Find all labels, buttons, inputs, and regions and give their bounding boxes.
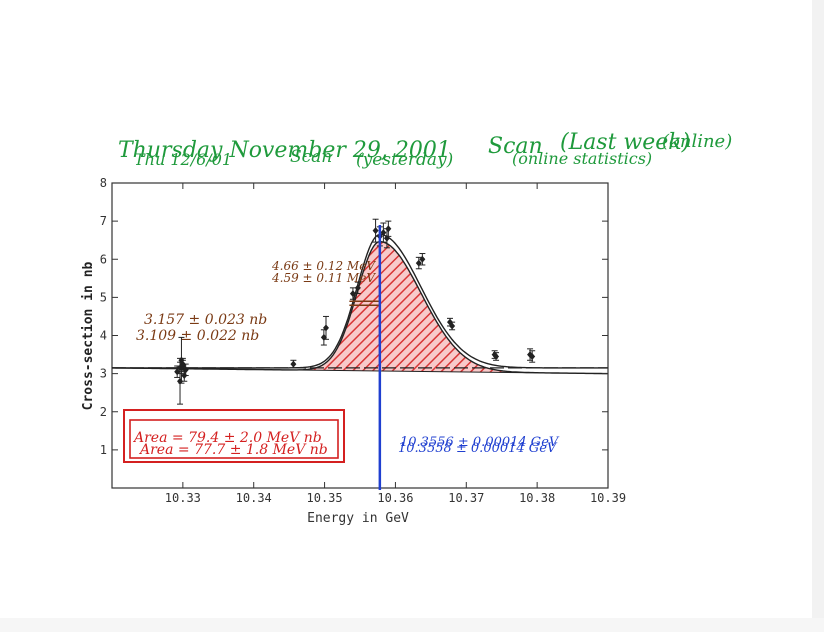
point-marker	[493, 352, 500, 360]
data-point	[380, 222, 387, 243]
data-point	[385, 220, 392, 237]
point-marker	[449, 322, 456, 330]
axes: 1 2 3 4 5 6 7 8 10.33 10.34 10.35 10.36 10.37 10.38 10…	[100, 176, 626, 505]
point-marker	[372, 227, 379, 235]
data-point	[290, 359, 297, 369]
plot-area	[111, 218, 609, 490]
area-value-1: Area = 79.4 ± 2.0 MeV nb	[132, 430, 322, 446]
width-value-1: 4.66 ± 0.12 MeV	[271, 259, 376, 273]
y-tick-label: 1	[100, 443, 107, 457]
header-date-2: Thu 12/6/01	[134, 150, 232, 169]
header-last-week: (Last week)	[560, 130, 690, 155]
point-marker	[419, 255, 426, 263]
y-tick-label: 4	[100, 329, 107, 343]
x-tick-label: 10.39	[590, 491, 626, 505]
header-date-1: Thursday November 29, 2001	[118, 138, 451, 163]
green-header: Thursday November 29, 2001 Scan (Last we…	[118, 130, 732, 170]
y-tick-label: 7	[100, 214, 107, 228]
data-point	[372, 218, 379, 243]
point-marker	[181, 372, 188, 380]
y-tick-label: 2	[100, 405, 107, 419]
peak-energy-2: 10.3558 ± 0.00014 GeV	[398, 441, 558, 456]
header-scan-1: Scan	[488, 134, 543, 159]
width-value-2: 4.59 ± 0.11 MeV	[271, 271, 376, 285]
point-marker	[380, 229, 387, 237]
header-online-stats: (online statistics)	[512, 149, 652, 168]
peak-energy-1: 10.3556 ± 0.00014 GeV	[400, 435, 560, 450]
x-tick-label: 10.34	[236, 491, 272, 505]
point-marker	[177, 377, 184, 385]
point-marker	[349, 290, 356, 298]
data-point	[320, 329, 327, 346]
data-point	[529, 350, 536, 363]
fit-curve-2	[112, 240, 608, 375]
y-axis-title: Cross-section in nb	[81, 261, 96, 410]
x-tick-label: 10.33	[165, 491, 201, 505]
point-marker	[322, 324, 329, 332]
y-tick-label: 8	[100, 176, 107, 190]
y-tick-label: 6	[100, 252, 107, 266]
brown-annotations: 3.157 ± 0.023 nb 3.109 ± 0.022 nb 4.66 ±…	[136, 259, 376, 344]
page-edge	[812, 0, 824, 632]
baseline-value-2: 3.109 ± 0.022 nb	[136, 328, 259, 344]
signal-area-hatch	[282, 241, 603, 374]
y-tick-label: 5	[100, 290, 107, 304]
header-scan-2: Scan	[290, 147, 332, 167]
data-point	[419, 253, 426, 266]
y-tick-label: 3	[100, 367, 107, 381]
area-box: Area = 79.4 ± 2.0 MeV nb Area = 77.7 ± 1…	[123, 409, 345, 463]
point-marker	[385, 225, 392, 233]
peak-energy-labels: 10.3556 ± 0.00014 GeV 10.3558 ± 0.00014 …	[398, 435, 560, 456]
area-box-inner	[129, 419, 339, 459]
x-tick-label: 10.36	[377, 491, 413, 505]
x-tick-label: 10.35	[307, 491, 343, 505]
page-bottom-edge	[0, 618, 824, 632]
data-point	[179, 359, 186, 373]
header-yesterday: (yesterday)	[356, 150, 453, 170]
data-point	[349, 287, 356, 300]
data-point	[354, 281, 361, 295]
header-online: (online)	[662, 131, 732, 152]
x-tick-label: 10.37	[448, 491, 484, 505]
point-marker	[354, 284, 361, 292]
point-marker	[290, 360, 297, 368]
area-value-2: Area = 77.7 ± 1.8 MeV nb	[138, 442, 328, 458]
x-tick-label: 10.38	[519, 491, 555, 505]
point-marker	[179, 362, 186, 370]
baseline-value-1: 3.157 ± 0.023 nb	[144, 312, 267, 328]
point-marker	[529, 352, 536, 360]
data-point	[449, 321, 456, 331]
x-axis-title: Energy in GeV	[307, 511, 409, 526]
area-box-outer	[123, 409, 345, 463]
data-point	[493, 352, 500, 361]
fit-curve-1	[112, 233, 608, 369]
data-point	[322, 315, 329, 340]
